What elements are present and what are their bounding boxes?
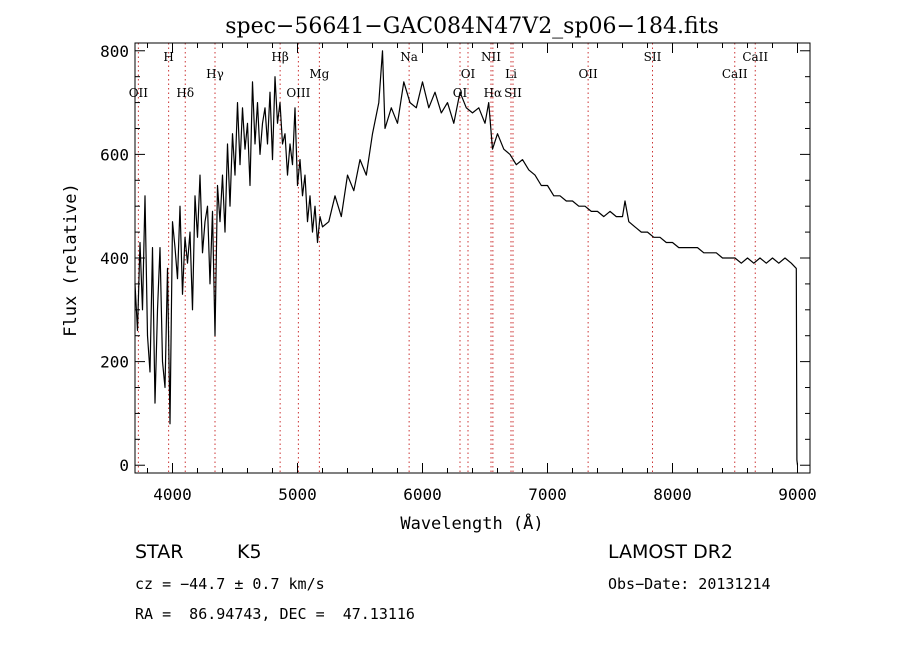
spectral-line-label: OIII [286,86,310,100]
coordinates: RA = 86.94743, DEC = 47.13116 [135,605,415,623]
spectral-line-label: SII [504,86,522,100]
x-tick-label: 9000 [778,485,817,504]
spectral-line-label: OII [129,86,149,100]
redshift-cz: cz = −44.7 ± 0.7 km/s [135,575,325,593]
x-tick-label: 5000 [278,485,317,504]
chart-title: spec−56641−GAC084N47V2_sp06−184.fits [225,14,719,39]
x-tick-label: 7000 [528,485,567,504]
spectral-line-label: NII [481,50,501,64]
spectrum-series-line [134,50,799,466]
spectral-line-label: OI [453,86,468,100]
y-tick-label: 200 [100,353,129,372]
spectral-line-label: SII [644,50,662,64]
y-tick-label: 0 [119,456,129,475]
observation-date: Obs−Date: 20131214 [608,575,771,593]
x-tick-label: 8000 [653,485,692,504]
spectral-line-label: Hβ [271,50,288,64]
axis-ticks: 4000 5000 6000 7000 8000 9000 0 200 400 600 800 [100,42,817,504]
spectral-line-label: Na [400,50,418,64]
spectral-line-label: Hα [484,86,503,100]
spectral-line-label: Mg [309,67,329,81]
spectral-line-label: OII [578,67,598,81]
object-subclass: K5 [237,541,262,563]
spectral-line-label: CaII [742,50,768,64]
spectral-line-label: OI [461,67,476,81]
spectral-line-label: CaII [722,67,748,81]
y-tick-label: 600 [100,145,129,164]
y-tick-label: 800 [100,42,129,61]
spectral-line-label: H [163,50,173,64]
x-axis-label: Wavelength (Å) [400,512,543,534]
plot-frame [134,42,811,474]
survey-name: LAMOST DR2 [608,541,733,563]
spectral-line-label: Hγ [206,67,224,81]
y-tick-label: 400 [100,249,129,268]
spectral-line-label: Li [505,67,517,81]
x-tick-label: 4000 [153,485,192,504]
spectral-line-markers [137,43,756,473]
y-axis-label: Flux (relative) [61,183,81,337]
spectral-line-label: Hδ [176,86,194,100]
object-class: STAR [135,541,184,563]
x-tick-label: 6000 [403,485,442,504]
